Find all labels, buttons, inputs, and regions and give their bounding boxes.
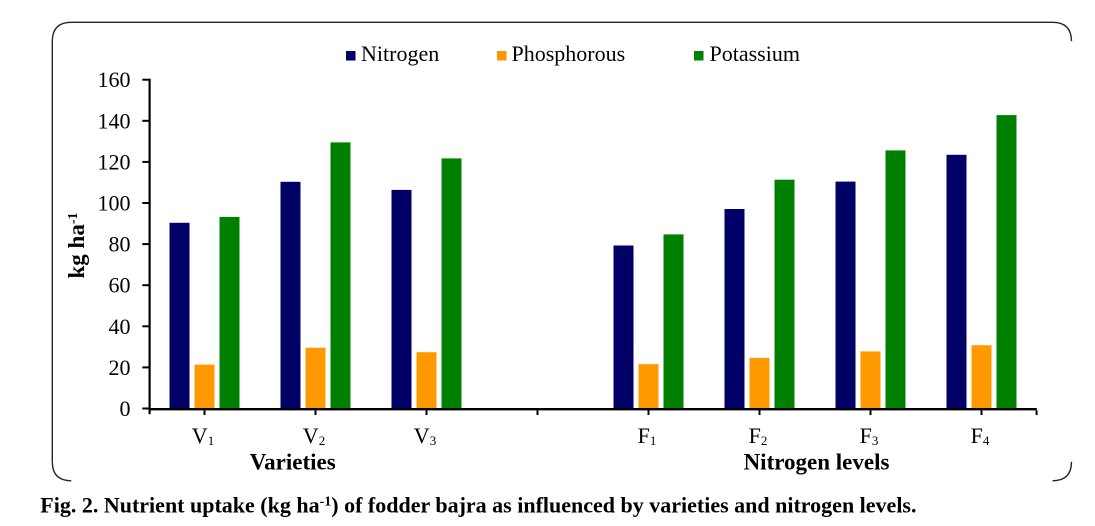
svg-text:Varieties: Varieties [250, 450, 336, 475]
svg-text:Phosphorous: Phosphorous [512, 41, 626, 66]
svg-text:160: 160 [98, 67, 131, 92]
svg-text:F1: F1 [638, 423, 657, 448]
svg-text:60: 60 [109, 273, 131, 298]
svg-text:40: 40 [109, 314, 131, 339]
svg-text:Potassium: Potassium [710, 41, 800, 66]
svg-text:kg ha-1: kg ha-1 [64, 212, 89, 278]
svg-text:Fig. 2. Nutrient uptake (kg ha: Fig. 2. Nutrient uptake (kg ha-1) of fod… [40, 493, 916, 518]
svg-text:140: 140 [98, 108, 131, 133]
svg-text:V3: V3 [414, 423, 436, 448]
svg-text:Nitrogen: Nitrogen [361, 41, 439, 66]
svg-text:V2: V2 [303, 423, 325, 448]
svg-text:Nitrogen levels: Nitrogen levels [744, 450, 890, 475]
svg-text:F3: F3 [860, 423, 879, 448]
svg-text:V1: V1 [192, 423, 214, 448]
svg-text:100: 100 [98, 191, 131, 216]
svg-text:0: 0 [120, 396, 131, 421]
svg-text:F2: F2 [749, 423, 768, 448]
svg-text:20: 20 [109, 355, 131, 380]
svg-text:F4: F4 [971, 423, 990, 448]
svg-text:120: 120 [98, 149, 131, 174]
svg-text:80: 80 [109, 232, 131, 257]
